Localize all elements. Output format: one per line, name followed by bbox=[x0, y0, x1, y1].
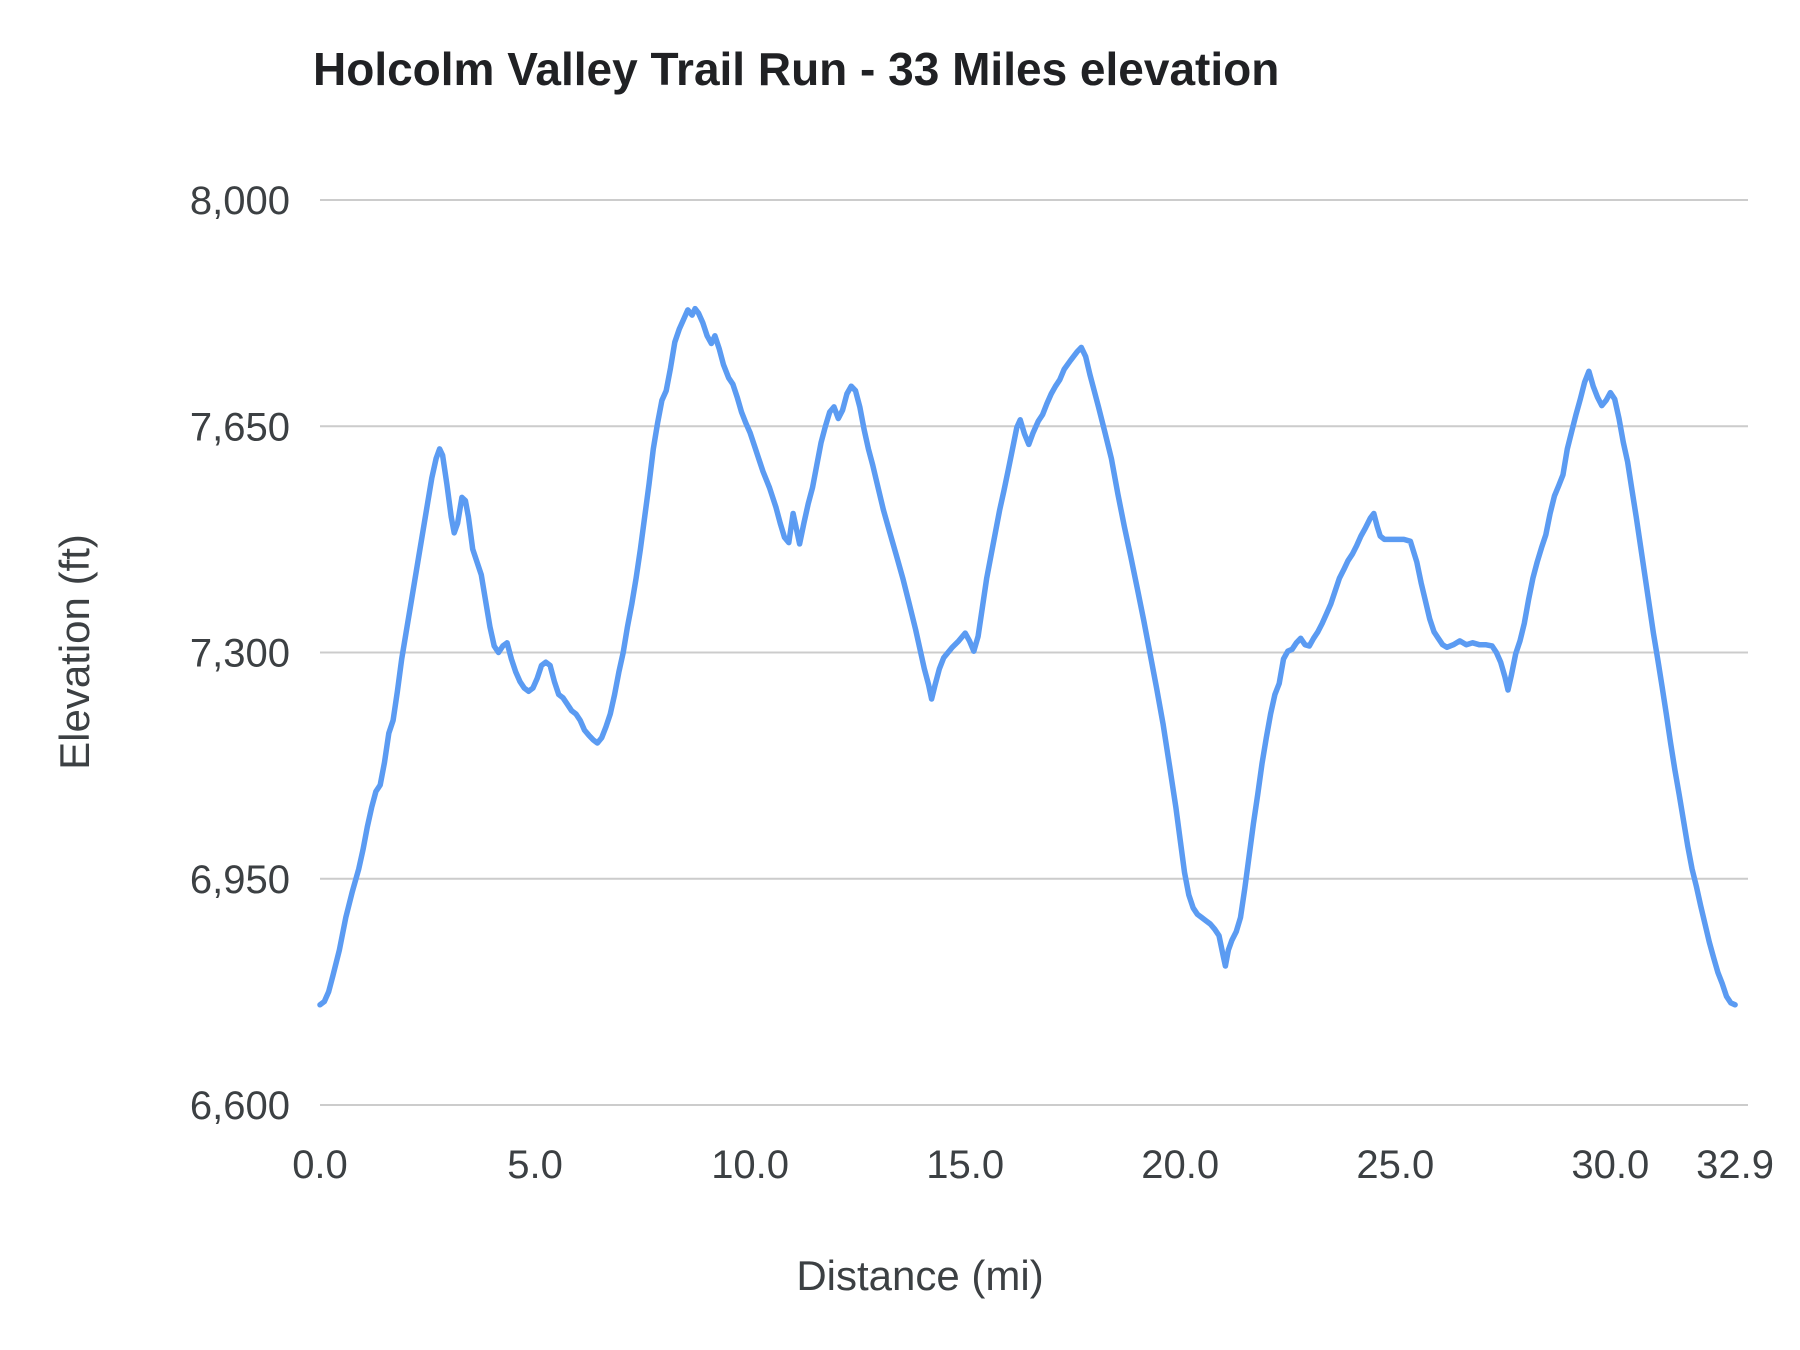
y-tick-label: 7,650 bbox=[190, 405, 290, 449]
chart-title: Holcolm Valley Trail Run - 33 Miles elev… bbox=[313, 43, 1280, 95]
y-tick-label: 8,000 bbox=[190, 179, 290, 223]
x-tick-label: 10.0 bbox=[711, 1143, 789, 1187]
x-tick-label: 30.0 bbox=[1571, 1143, 1649, 1187]
x-tick-label: 15.0 bbox=[926, 1143, 1004, 1187]
y-axis-title: Elevation (ft) bbox=[51, 534, 98, 770]
x-tick-label: 0.0 bbox=[292, 1143, 348, 1187]
x-tick-label: 32.9 bbox=[1696, 1143, 1774, 1187]
y-tick-label: 7,300 bbox=[190, 632, 290, 676]
elevation-line bbox=[317, 305, 1738, 1008]
x-tick-label: 25.0 bbox=[1356, 1143, 1434, 1187]
y-tick-label: 6,950 bbox=[190, 858, 290, 902]
y-tick-label: 6,600 bbox=[190, 1084, 290, 1128]
x-axis-title: Distance (mi) bbox=[796, 1252, 1044, 1299]
x-tick-label: 20.0 bbox=[1141, 1143, 1219, 1187]
x-tick-label: 5.0 bbox=[507, 1143, 563, 1187]
